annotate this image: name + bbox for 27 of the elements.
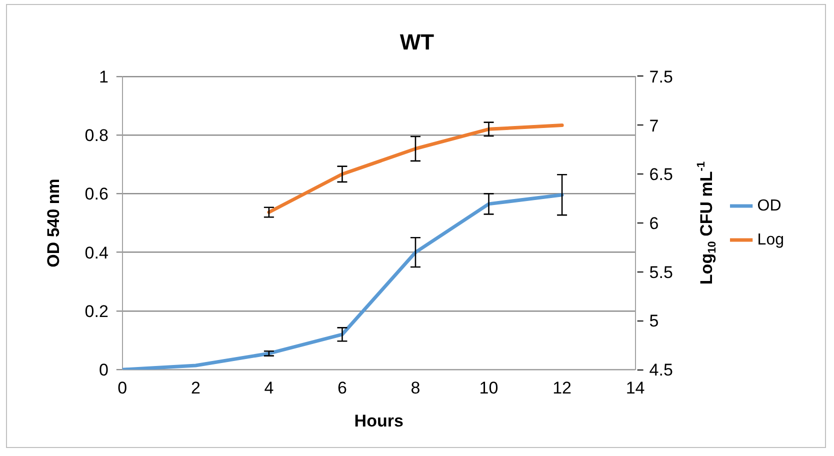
y-tick-label: 0.2 <box>84 302 108 321</box>
x-tick-label: 8 <box>410 378 420 398</box>
y-axis-title: OD 540 nm <box>44 178 63 268</box>
y2-tick-label: 7.5 <box>649 67 673 86</box>
x-tick-label: 12 <box>552 378 572 398</box>
y-tick-label: 0.4 <box>84 243 108 262</box>
x-tick-label: 0 <box>118 378 128 398</box>
y2-tick-label: 5 <box>649 312 659 331</box>
x-tick-label: 4 <box>264 378 274 398</box>
y-tick-label: 0 <box>98 360 108 380</box>
x-tick-label: 2 <box>190 378 200 398</box>
y2-tick-label: 5.5 <box>649 262 673 282</box>
x-tick-label: 6 <box>337 378 347 398</box>
y-tick-label: 0.6 <box>84 184 108 204</box>
legend-label: Log <box>757 231 784 248</box>
x-tick-label: 10 <box>479 378 498 398</box>
y-tick-label: 1 <box>98 67 108 86</box>
y2-tick-label: 4.5 <box>649 360 673 380</box>
y2-tick-label: 7 <box>649 116 659 136</box>
x-axis-title: Hours <box>354 411 404 430</box>
chart-title: WT <box>400 29 435 54</box>
y2-axis-title: Log10 CFU mL-1 <box>695 161 718 285</box>
y2-tick-label: 6 <box>649 214 659 233</box>
y-tick-label: 0.8 <box>84 126 108 146</box>
x-tick-label: 14 <box>626 378 645 398</box>
legend-label: OD <box>757 197 782 214</box>
y2-tick-label: 6.5 <box>649 165 673 184</box>
